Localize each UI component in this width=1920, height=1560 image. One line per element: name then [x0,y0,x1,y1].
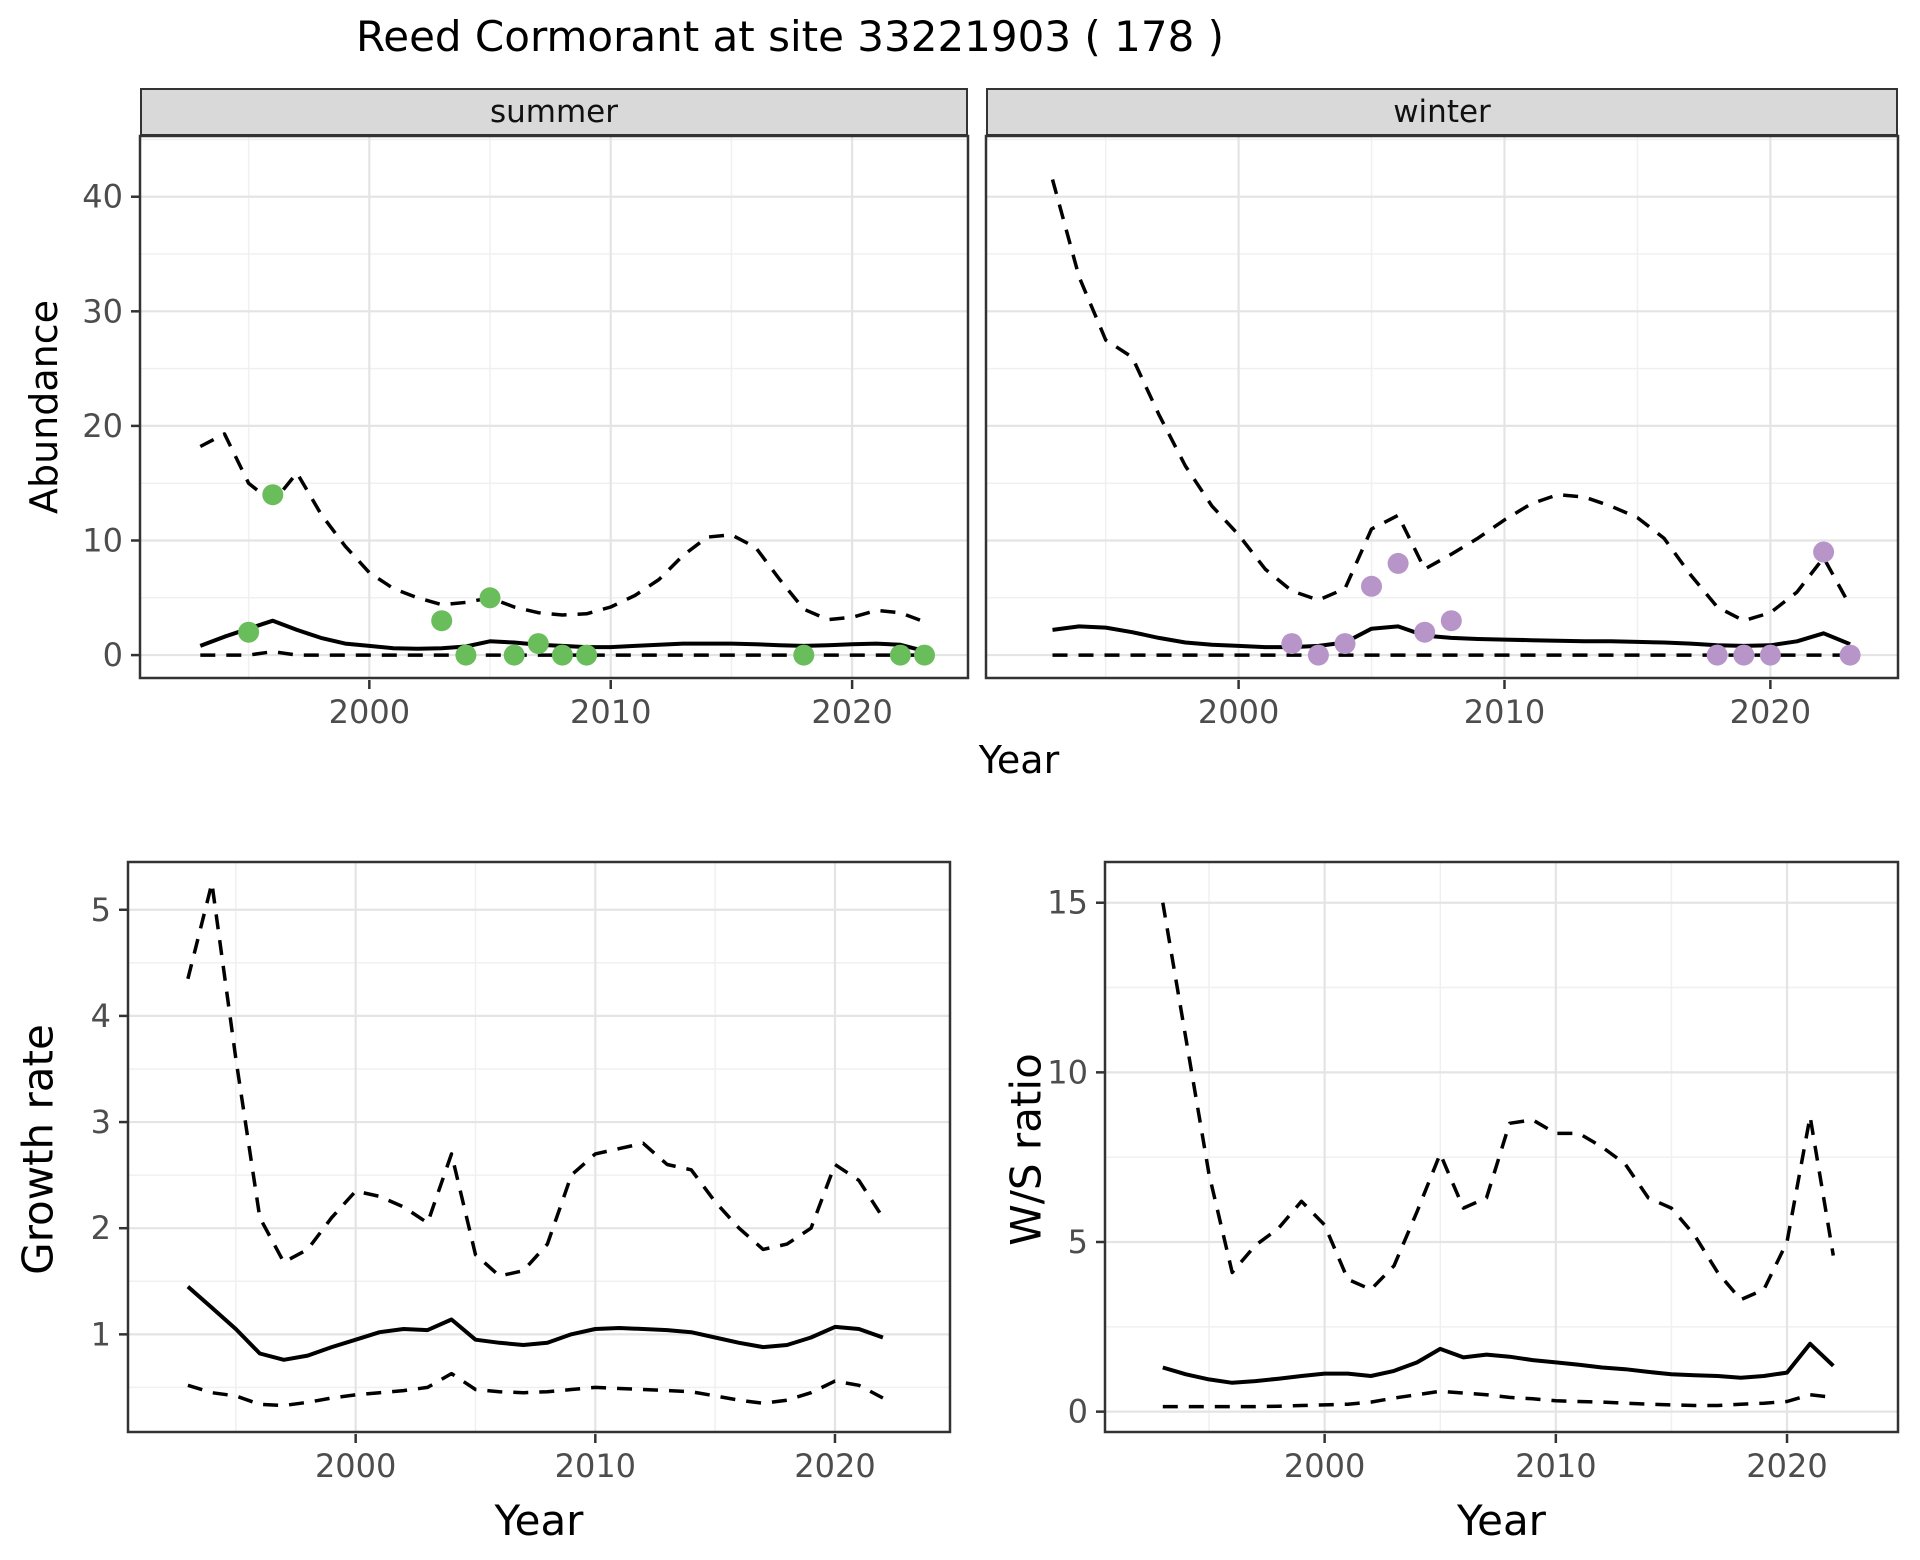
summer-y-tick-label: 30 [82,292,123,330]
summer-observed-point [262,484,284,506]
summer-observed-point [238,621,260,643]
growth-y-tick-label: 1 [91,1315,111,1353]
y-axis-title-ws-ratio: W/S ratio [1001,1053,1051,1246]
y-axis-title-abundance: Abundance [22,299,66,515]
summer-observed-point [551,644,573,666]
winter-x-tick-label: 2010 [1464,693,1545,731]
facet-strip-winter-label: winter [1393,94,1491,130]
x-axis-title-bottom-left: Year [494,1496,584,1545]
growth-y-tick-label: 2 [91,1209,111,1247]
summer-observed-point [455,644,477,666]
summer-observed-point [914,644,935,666]
ws-median-line [1162,1341,1835,1385]
growth-y-tick-label: 3 [91,1103,111,1141]
summer-panel-border [138,134,970,680]
winter-observed-point [1839,644,1861,666]
winter-upper_ci-line [1050,179,1852,623]
x-axis-title-top: Year [978,738,1060,782]
ws-upper_ci-line [1161,902,1836,1302]
chart-title: Reed Cormorant at site 33221903 ( 178 ) [355,12,1225,61]
summer-observed-point [793,644,815,666]
growth-y-tick-label: 5 [91,891,111,929]
facet-strip-winter: winter [986,88,1898,136]
growth-panel-border [126,860,952,1434]
ws-panel-border [1103,860,1900,1434]
summer-observed-point [479,587,501,609]
winter-observed-point [1706,644,1728,666]
growth-upper_ci-line [186,881,885,1278]
ws-y-tick-label: 15 [1047,884,1088,922]
winter-observed-point [1334,633,1356,655]
summer-y-tick-label: 10 [82,521,123,559]
growth-lower_ci-line [187,1371,884,1408]
winter-observed-point [1414,621,1436,643]
ws-y-tick-label: 10 [1047,1053,1088,1091]
winter-observed-point [1387,552,1409,574]
growth-median-line [186,1285,884,1362]
summer-x-tick-label: 2000 [329,693,410,731]
summer-observed-point [527,633,549,655]
ws-y-tick-label: 5 [1068,1223,1088,1261]
winter-panel-border [984,134,1900,680]
y-axis-title-growth-rate: Growth rate [13,1024,63,1275]
winter-x-tick-label: 2000 [1198,693,1279,731]
ws-x-tick-label: 2020 [1746,1447,1827,1485]
x-axis-title-bottom-right: Year [1457,1496,1546,1545]
summer-y-tick-label: 40 [82,178,123,216]
growth-x-tick-label: 2020 [794,1447,875,1485]
facet-strip-summer-label: summer [489,94,618,130]
ws-lower_ci-line [1162,1389,1834,1409]
ws-y-tick-label: 0 [1068,1393,1088,1431]
ws-x-tick-label: 2010 [1515,1447,1596,1485]
summer-y-tick-label: 0 [103,636,123,674]
ws-x-tick-label: 2000 [1284,1447,1365,1485]
winter-observed-point [1440,610,1462,632]
growth-x-tick-label: 2000 [315,1447,396,1485]
summer-observed-point [889,644,911,666]
winter-x-tick-label: 2020 [1730,693,1811,731]
winter-observed-point [1361,575,1382,597]
winter-observed-point [1307,644,1329,666]
facet-strip-summer: summer [140,88,968,136]
summer-observed-point [503,644,525,666]
summer-observed-point [431,610,453,632]
summer-x-tick-label: 2010 [570,693,651,731]
summer-x-tick-label: 2020 [811,693,892,731]
summer-upper_ci-line [199,432,926,624]
summer-y-tick-label: 20 [82,407,123,445]
growth-y-tick-label: 4 [91,997,111,1035]
winter-observed-point [1733,644,1755,666]
winter-observed-point [1281,633,1303,655]
winter-observed-point [1759,644,1781,666]
growth-x-tick-label: 2010 [555,1447,636,1485]
summer-observed-point [576,644,598,666]
winter-observed-point [1813,541,1835,563]
